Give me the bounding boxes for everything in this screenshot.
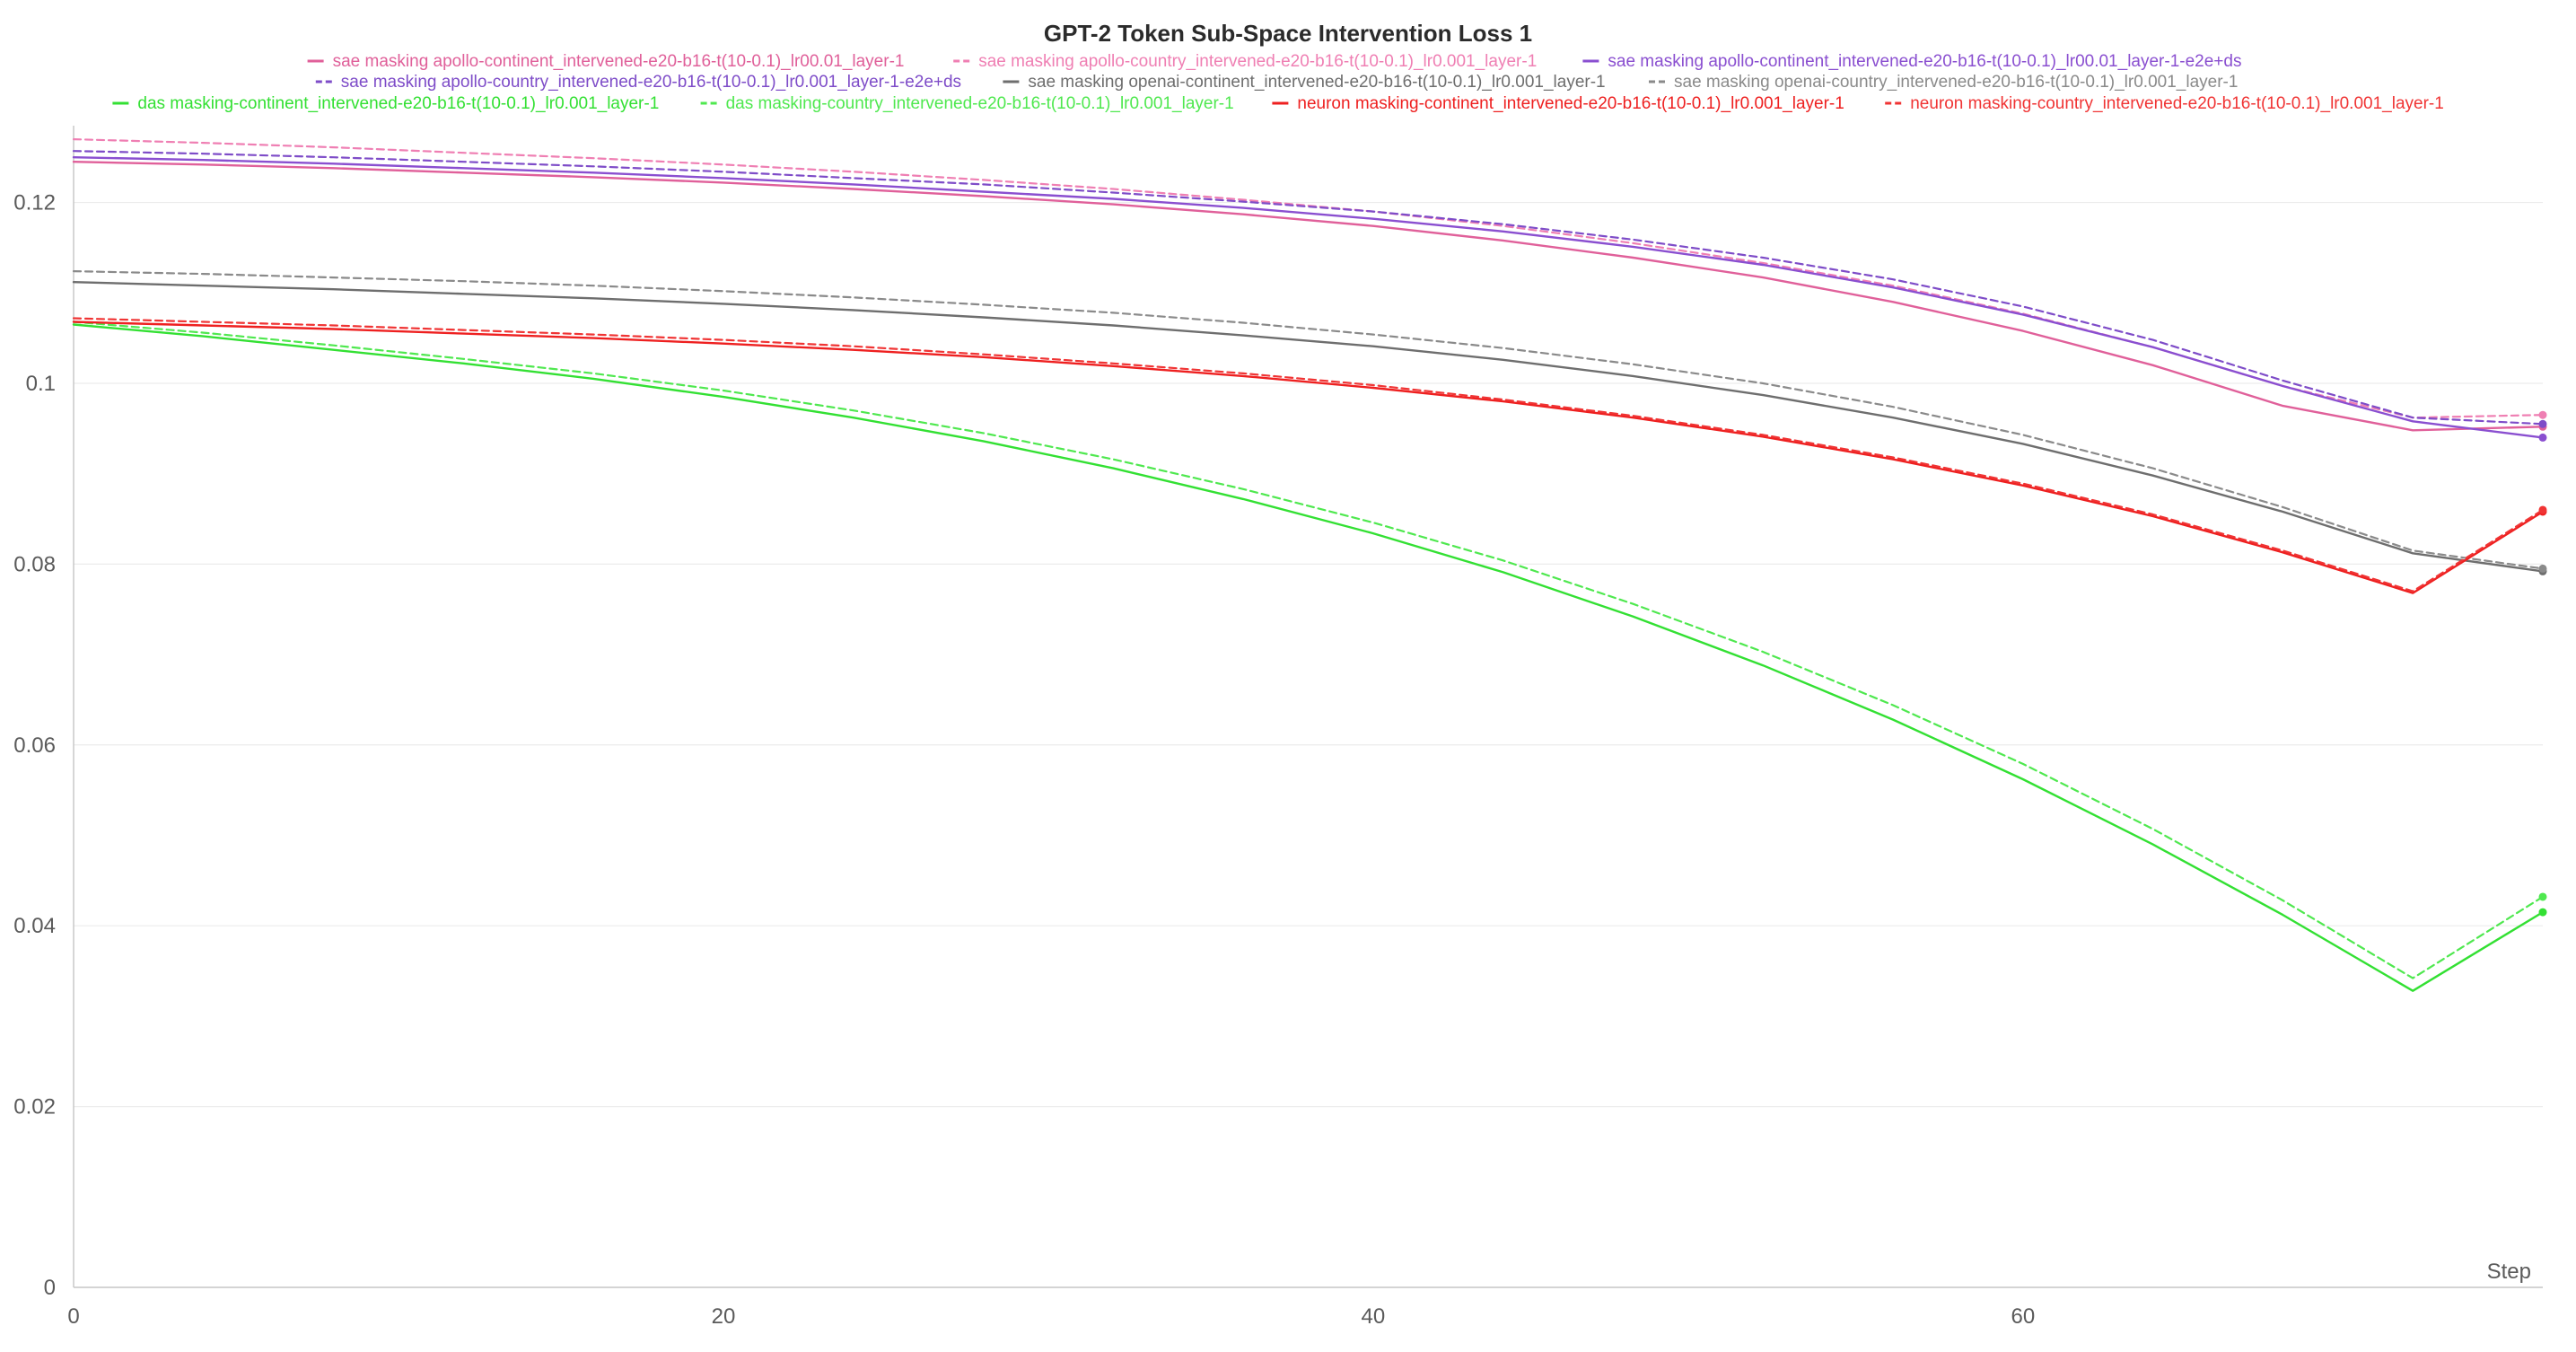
series-line-6[interactable] — [72, 270, 2545, 570]
y-tick-label: 0.08 — [13, 552, 56, 576]
series-end-point-4[interactable] — [2538, 419, 2547, 428]
series-line-4[interactable] — [72, 150, 2545, 426]
legend-label: neuron masking-country_intervened-e20-b1… — [1910, 94, 2444, 113]
series-lines — [72, 138, 2547, 992]
legend-label: neuron masking-continent_intervened-e20-… — [1297, 94, 1844, 113]
y-tick-label: 0 — [44, 1276, 56, 1300]
series-line-8[interactable] — [72, 320, 2545, 979]
legend-item-3[interactable]: sae masking apollo-continent_intervened-… — [1582, 52, 2241, 71]
series-end-point-8[interactable] — [2538, 892, 2547, 901]
legend-label: sae masking apollo-continent_intervened-… — [1608, 52, 2241, 71]
legend-item-1[interactable]: sae masking apollo-continent_intervened-… — [307, 52, 905, 71]
series-line-3[interactable] — [72, 155, 2545, 439]
legend-label: sae masking apollo-country_intervened-e2… — [978, 52, 1537, 71]
series-line-7[interactable] — [72, 323, 2545, 992]
x-tick-label: 0 — [67, 1304, 79, 1329]
y-tick-label: 0.1 — [26, 372, 56, 396]
series-end-point-7[interactable] — [2538, 908, 2547, 917]
legend-item-7[interactable]: das masking-continent_intervened-e20-b16… — [112, 94, 659, 113]
y-tick-label: 0.12 — [13, 191, 56, 215]
x-axis-label: Step — [2487, 1260, 2531, 1284]
axes — [73, 126, 2543, 1288]
series-line-5[interactable] — [72, 281, 2545, 573]
tick-labels: 0 0.02 0.04 0.06 0.08 0.1 0.12 0 20 40 60 — [13, 191, 2035, 1329]
x-tick-label: 20 — [712, 1304, 736, 1329]
series-line-9[interactable] — [72, 320, 2545, 594]
legend-label: das masking-country_intervened-e20-b16-t… — [726, 94, 1234, 113]
series-end-point-10[interactable] — [2538, 505, 2547, 514]
grid — [74, 201, 2543, 1288]
legend-item-4[interactable]: sae masking apollo-country_intervened-e2… — [315, 73, 961, 92]
y-tick-label: 0.04 — [13, 914, 56, 938]
series-line-2[interactable] — [72, 138, 2545, 419]
legend-item-6[interactable]: sae masking openai-country_intervened-e2… — [1649, 73, 2238, 92]
x-tick-label: 40 — [1362, 1304, 1386, 1329]
series-line-10[interactable] — [72, 317, 2545, 593]
series-end-point-6[interactable] — [2538, 564, 2547, 573]
x-tick-label: 60 — [2011, 1304, 2035, 1329]
legend: sae masking apollo-continent_intervened-… — [112, 52, 2444, 113]
legend-label: das masking-continent_intervened-e20-b16… — [137, 94, 659, 113]
legend-item-9[interactable]: neuron masking-continent_intervened-e20-… — [1272, 94, 1844, 113]
legend-label: sae masking apollo-continent_intervened-… — [333, 52, 905, 71]
series-line-1[interactable] — [72, 160, 2545, 432]
legend-item-5[interactable]: sae masking openai-continent_intervened-… — [1003, 73, 1606, 92]
series-end-point-3[interactable] — [2538, 433, 2547, 442]
legend-item-8[interactable]: das masking-country_intervened-e20-b16-t… — [700, 94, 1234, 113]
series-end-point-2[interactable] — [2538, 410, 2547, 419]
legend-label: sae masking apollo-country_intervened-e2… — [341, 73, 961, 92]
legend-item-2[interactable]: sae masking apollo-country_intervened-e2… — [953, 52, 1537, 71]
chart-title: GPT-2 Token Sub-Space Intervention Loss … — [1044, 20, 1532, 47]
legend-label: sae masking openai-country_intervened-e2… — [1674, 73, 2238, 92]
legend-label: sae masking openai-continent_intervened-… — [1028, 73, 1605, 92]
y-tick-label: 0.02 — [13, 1095, 56, 1119]
y-tick-label: 0.06 — [13, 733, 56, 758]
legend-item-10[interactable]: neuron masking-country_intervened-e20-b1… — [1885, 94, 2444, 113]
